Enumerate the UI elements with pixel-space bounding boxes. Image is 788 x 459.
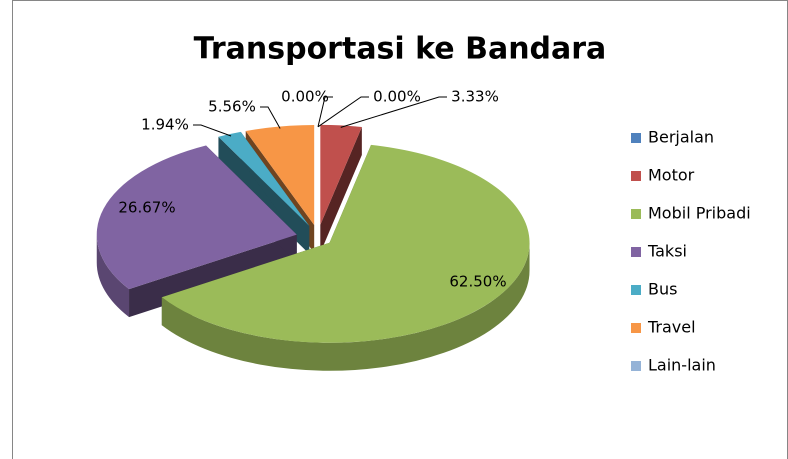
slice-group: [161, 144, 530, 371]
slice: [161, 144, 530, 343]
data-label: 3.33%: [451, 88, 499, 106]
legend-swatch: [631, 285, 641, 295]
data-label: 1.94%: [141, 116, 189, 134]
legend-swatch: [631, 247, 641, 257]
legend-label: Motor: [648, 166, 695, 185]
legend-label: Bus: [648, 280, 677, 299]
slice-side: [161, 242, 530, 371]
legend-swatch: [631, 209, 641, 219]
legend-label: Lain-lain: [648, 356, 716, 375]
slice-group: [320, 124, 362, 253]
legend-swatch: [631, 171, 641, 181]
leader-line: [340, 96, 447, 128]
slice: [218, 131, 310, 226]
data-label: 5.56%: [208, 98, 256, 116]
data-label: 0.00%: [281, 88, 329, 106]
legend-swatch: [631, 133, 641, 143]
legend-label: Travel: [647, 318, 696, 337]
leader-line: [317, 96, 369, 128]
legend-swatch: [631, 361, 641, 371]
legend: Berjalan Motor Mobil Pribadi Taksi Bus Travel…: [631, 128, 751, 375]
slice-wall: [320, 127, 362, 253]
slice: [245, 125, 315, 226]
pie: 0.00% 3.33% 62.50% 26.67% 1.94% 5.56% 0.00%: [96, 88, 530, 371]
leader-line: [260, 106, 281, 129]
slice: [96, 145, 297, 290]
chart-title: Transportasi ke Bandara: [194, 32, 607, 67]
legend-swatch: [631, 323, 641, 333]
legend-label: Taksi: [647, 242, 687, 261]
slice: [320, 124, 362, 225]
data-label: 62.50%: [449, 273, 506, 291]
legend-label: Berjalan: [648, 128, 714, 147]
legend-label: Mobil Pribadi: [648, 204, 751, 223]
slice-side: [96, 234, 130, 318]
data-label: 26.67%: [118, 199, 175, 217]
data-label: 0.00%: [373, 88, 421, 106]
leader-line: [317, 96, 333, 127]
leader-line: [193, 124, 232, 137]
